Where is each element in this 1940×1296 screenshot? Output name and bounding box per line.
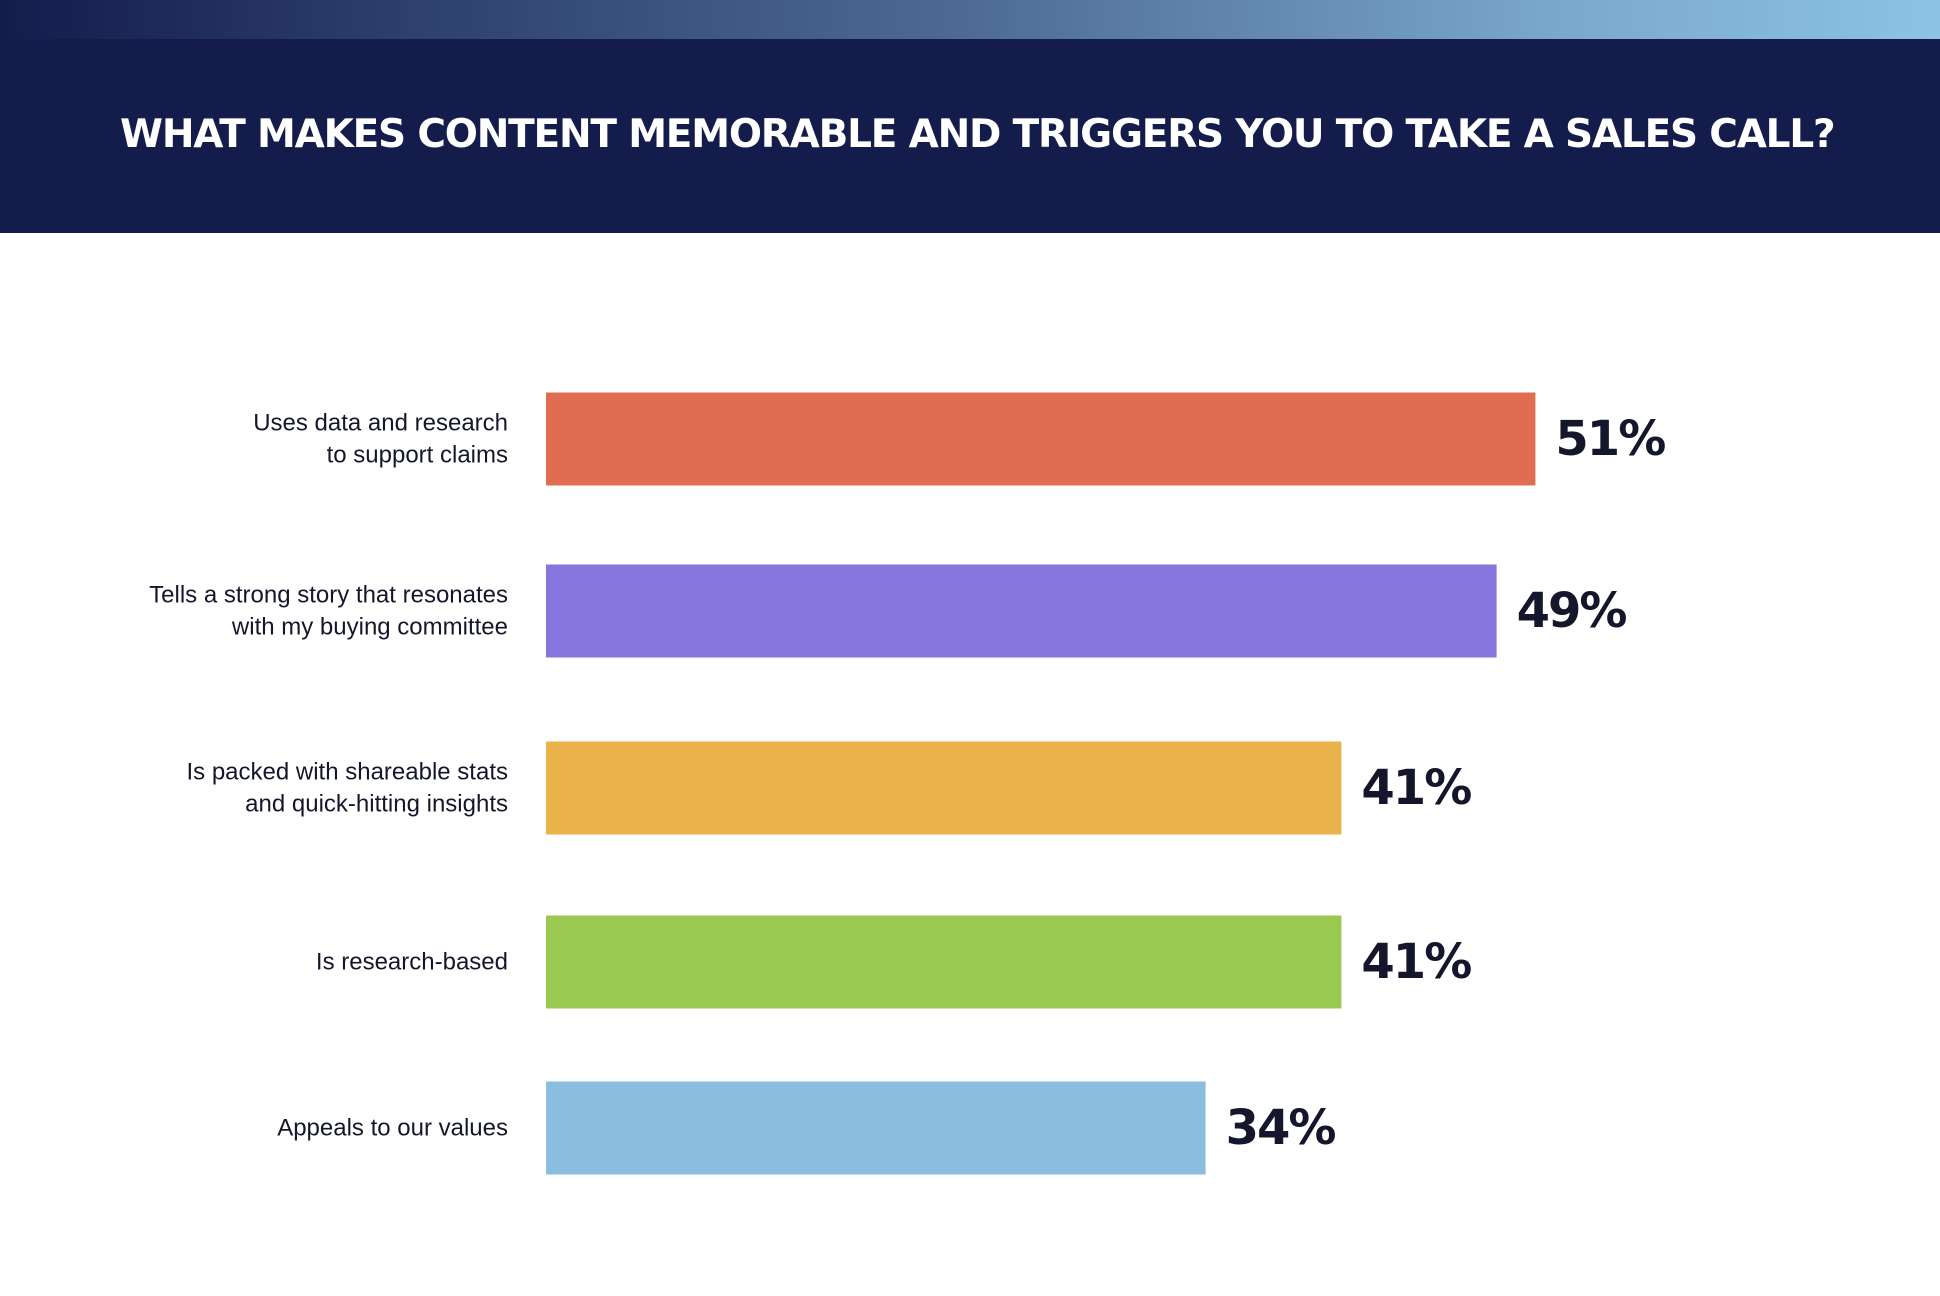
category-label: Tells a strong story that resonates with … bbox=[149, 582, 508, 641]
header-band bbox=[0, 39, 1940, 233]
category-label-line: Is research-based bbox=[316, 949, 508, 976]
category-label-line: Uses data and research bbox=[253, 410, 508, 437]
bar bbox=[546, 392, 1536, 486]
bar bbox=[546, 1081, 1206, 1175]
value-label: 41% bbox=[1361, 760, 1471, 816]
value-label: 41% bbox=[1361, 934, 1471, 990]
bar-row: Tells a strong story that resonates with … bbox=[149, 564, 1628, 658]
category-label-line: Is packed with shareable stats bbox=[186, 759, 508, 786]
bar-row: Uses data and research to support claims 5… bbox=[253, 392, 1667, 486]
bar bbox=[546, 564, 1497, 658]
category-label: Is packed with shareable stats and quick-… bbox=[186, 759, 508, 818]
category-label-line: Tells a strong story that resonates bbox=[149, 582, 508, 609]
value-label: 34% bbox=[1226, 1100, 1336, 1156]
bar-row: Appeals to our values 34% bbox=[277, 1081, 1337, 1175]
chart-title: WHAT MAKES CONTENT MEMORABLE AND TRIGGER… bbox=[120, 112, 1836, 157]
bar bbox=[546, 741, 1342, 835]
bar-row: Is research-based 41% bbox=[316, 915, 1473, 1009]
top-gradient-strip bbox=[0, 0, 1940, 39]
category-label: Uses data and research to support claims bbox=[253, 410, 508, 469]
category-label-line: to support claims bbox=[327, 442, 508, 469]
value-label: 49% bbox=[1517, 583, 1627, 639]
category-label-line: Appeals to our values bbox=[277, 1115, 508, 1142]
category-label-line: and quick-hitting insights bbox=[245, 791, 508, 818]
category-label-line: with my buying committee bbox=[231, 614, 508, 641]
bar bbox=[546, 915, 1342, 1009]
bar-row: Is packed with shareable stats and quick-… bbox=[186, 741, 1473, 835]
category-label: Appeals to our values bbox=[277, 1115, 508, 1142]
value-label: 51% bbox=[1555, 411, 1665, 467]
category-label: Is research-based bbox=[316, 949, 508, 976]
